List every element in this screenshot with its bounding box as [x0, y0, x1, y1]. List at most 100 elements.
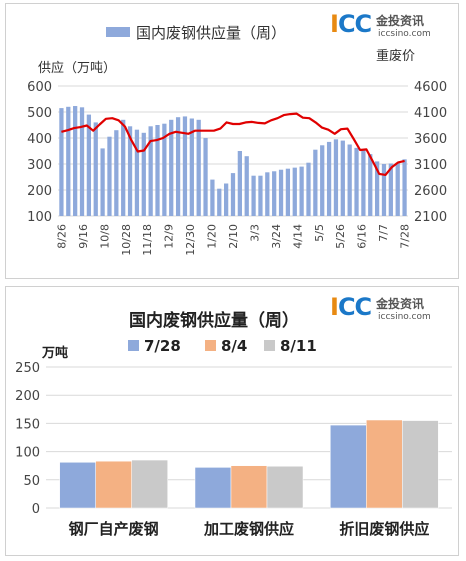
x-tick-label: 5/5	[313, 224, 326, 242]
supply-bar	[155, 125, 160, 216]
supply-bar	[381, 164, 387, 216]
supply-bar	[354, 147, 359, 216]
x-tick-label: 3/24	[270, 224, 283, 249]
supply-bar	[203, 138, 208, 216]
category-label: 钢厂自产废钢	[69, 520, 159, 538]
x-tick-label: 11/18	[141, 224, 154, 256]
legend-swatch	[128, 340, 139, 351]
legend-label: 8/11	[280, 337, 317, 355]
supply-bar	[272, 171, 277, 216]
top-chart-panel: 100 200 300 400 500 600 2100 2600 3100 3600 4100 46…	[5, 3, 459, 279]
supply-bar	[244, 156, 249, 216]
bar-8-4	[95, 460, 132, 509]
x-tick-label: 10/28	[120, 224, 133, 256]
supply-bar	[114, 130, 119, 216]
x-tick-label: 7/28	[399, 224, 412, 249]
x-tick-label: 1/20	[206, 224, 219, 249]
y-right-tick-label: 3600	[414, 132, 447, 147]
bar-7-28	[59, 462, 96, 509]
x-tick-label: 8/26	[55, 224, 68, 249]
supply-bar	[196, 119, 201, 216]
supply-bar	[326, 141, 332, 216]
supply-bar	[224, 183, 229, 216]
y-right-tick-label: 4600	[414, 80, 447, 95]
bar-8-4	[230, 465, 268, 509]
supply-bar	[169, 119, 174, 216]
supply-bar	[107, 136, 112, 216]
y-tick-label: 250	[15, 361, 40, 376]
x-tick-label: 2/10	[227, 224, 240, 249]
supply-bar	[299, 166, 304, 216]
x-tick-label: 12/9	[163, 224, 176, 249]
y-tick-label: 100	[15, 446, 40, 461]
supply-bar	[73, 106, 78, 216]
supply-bar	[251, 175, 256, 216]
supply-bar	[368, 154, 373, 216]
supply-bar	[93, 122, 98, 216]
y-tick-label: 200	[15, 389, 40, 404]
supply-bar	[189, 118, 194, 216]
legend-label: 国内废钢供应量（周）	[136, 24, 286, 42]
bar-7-28	[194, 467, 232, 509]
y-axis-title: 万吨	[41, 345, 68, 361]
y-left-tick-label: 400	[27, 132, 52, 147]
supply-bar	[182, 116, 188, 216]
supply-bar	[340, 140, 345, 216]
legend-swatch	[106, 27, 130, 37]
y-right-axis-title: 重废价	[376, 48, 415, 64]
supply-bar	[134, 129, 140, 216]
supply-bar	[374, 161, 380, 216]
y-left-tick-label: 200	[27, 184, 52, 199]
y-right-tick-label: 2600	[414, 184, 447, 199]
supply-bar	[395, 162, 400, 216]
category-label: 折旧废钢供应	[339, 520, 429, 538]
supply-bar	[388, 163, 393, 216]
x-tick-label: 12/30	[184, 224, 197, 256]
x-tick-label: 10/8	[98, 224, 111, 249]
supply-category-chart: 0 50 100 150 200 250 钢厂自产废钢 加工废钢供应 折旧废钢供应 国内废钢供应量…	[15, 310, 452, 538]
supply-bar	[121, 119, 126, 216]
y-left-tick-label: 600	[27, 80, 52, 95]
supply-bar	[402, 159, 407, 216]
supply-bar	[278, 169, 284, 216]
supply-bar	[100, 148, 105, 216]
bar-8-11	[266, 466, 304, 509]
supply-bar	[127, 126, 133, 216]
supply-bar	[265, 172, 270, 216]
legend-label: 8/4	[221, 337, 247, 355]
supply-bar	[320, 145, 325, 216]
supply-bar	[230, 173, 236, 216]
y-right-tick-label: 2100	[414, 210, 447, 225]
y-tick-label: 150	[15, 417, 40, 432]
supply-bar	[333, 139, 339, 216]
y-left-tick-label: 500	[27, 106, 52, 121]
x-tick-label: 9/16	[77, 224, 90, 249]
supply-bar	[79, 107, 85, 216]
supply-bar	[162, 123, 167, 216]
bar-8-11	[402, 420, 439, 509]
legend-swatch	[205, 340, 216, 351]
category-label: 加工废钢供应	[203, 520, 294, 538]
supply-price-chart: 100 200 300 400 500 600 2100 2600 3100 3600 4100 46…	[27, 24, 447, 256]
x-tick-label: 4/14	[291, 224, 304, 249]
icc-logo: ICC 金投资讯 iccsino.com	[330, 10, 431, 39]
x-tick-label: 7/7	[377, 224, 390, 242]
supply-bar	[210, 179, 215, 216]
bottom-chart-panel: 0 50 100 150 200 250 钢厂自产废钢 加工废钢供应 折旧废钢供应 国内废钢供应量…	[5, 286, 459, 556]
y-tick-label: 0	[32, 502, 40, 517]
y-right-tick-label: 4100	[414, 106, 447, 121]
legend-label: 7/28	[144, 337, 181, 355]
price-line	[61, 112, 405, 176]
supply-bar	[347, 144, 352, 216]
chart-title: 国内废钢供应量（周）	[129, 310, 299, 331]
x-tick-label: 5/26	[334, 224, 347, 249]
supply-bar	[175, 117, 181, 216]
y-left-axis-title: 供应（万吨）	[38, 60, 116, 76]
x-tick-label: 6/16	[356, 224, 369, 249]
y-left-tick-label: 300	[27, 158, 52, 173]
supply-bar	[306, 162, 311, 216]
bar-8-11	[131, 459, 168, 509]
supply-bar	[361, 150, 366, 216]
supply-bar	[66, 106, 71, 216]
supply-bar	[285, 168, 291, 216]
